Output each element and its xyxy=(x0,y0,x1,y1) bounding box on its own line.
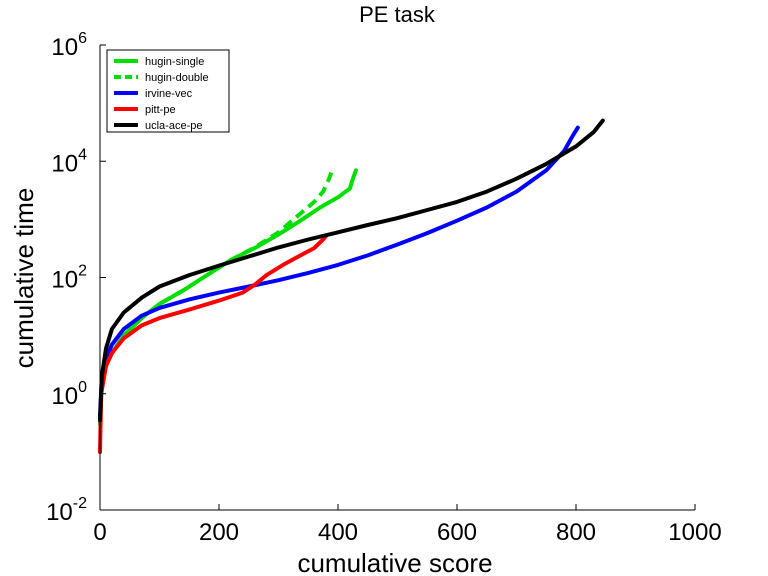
y-tick-base: 10 xyxy=(46,499,73,526)
legend-label-pitt-pe: pitt-pe xyxy=(145,104,176,116)
y-tick-base: 10 xyxy=(51,267,78,294)
x-tick-label: 1000 xyxy=(668,519,721,546)
legend-label-ucla-ace-pe: ucla-ace-pe xyxy=(145,120,202,132)
chart-title: PE task xyxy=(359,2,436,27)
y-tick-label: 100 xyxy=(51,379,87,410)
legend-label-hugin-double: hugin-double xyxy=(145,72,209,84)
x-axis-label: cumulative score xyxy=(297,548,492,576)
x-tick-label: 0 xyxy=(93,519,106,546)
y-tick-exponent: -2 xyxy=(73,495,87,512)
y-tick-base: 10 xyxy=(51,34,78,61)
y-tick-label: 104 xyxy=(51,146,87,177)
y-tick-base: 10 xyxy=(51,383,78,410)
y-tick-label: 102 xyxy=(51,263,87,294)
legend: hugin-single hugin-double irvine-vec pitt-p… xyxy=(106,49,230,133)
legend-label-hugin-single: hugin-single xyxy=(145,56,204,68)
y-tick-exponent: 0 xyxy=(78,379,87,396)
series-lines xyxy=(98,118,605,454)
series-line-pitt-pe xyxy=(98,233,329,454)
x-tick-label: 400 xyxy=(318,519,358,546)
y-tick-label: 10-2 xyxy=(46,495,87,526)
y-axis-label: cumulative time xyxy=(9,188,39,369)
y-tick-exponent: 4 xyxy=(78,146,87,163)
series-line-irvine-vec xyxy=(98,125,580,419)
series-line-ucla-ace-pe xyxy=(98,118,605,423)
x-tick-label: 600 xyxy=(437,519,477,546)
legend-label-irvine-vec: irvine-vec xyxy=(145,88,193,100)
y-tick-exponent: 6 xyxy=(78,30,87,47)
x-axis-ticks: 0 200 400 600 800 1000 xyxy=(93,504,722,546)
x-tick-label: 800 xyxy=(556,519,596,546)
y-tick-exponent: 2 xyxy=(78,263,87,280)
x-tick-label: 200 xyxy=(199,519,239,546)
y-tick-base: 10 xyxy=(51,150,78,177)
y-tick-label: 106 xyxy=(51,30,87,61)
